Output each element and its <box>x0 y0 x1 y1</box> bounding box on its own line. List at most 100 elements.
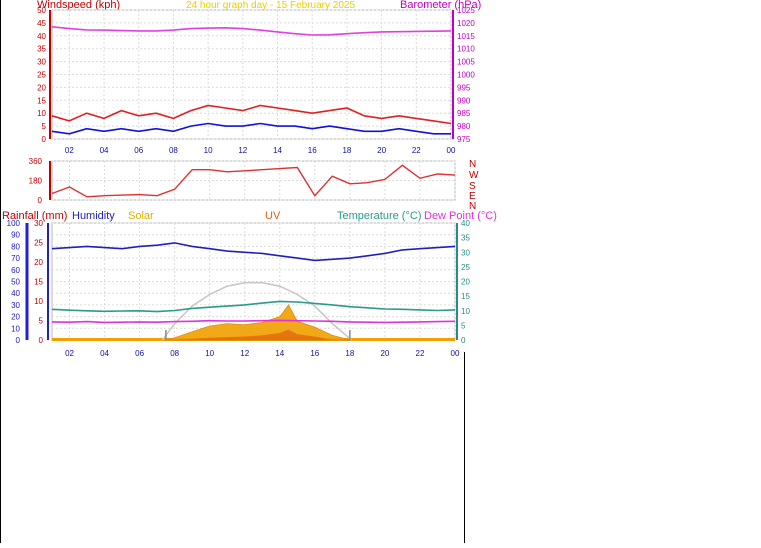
series-line-wind-average <box>51 122 451 135</box>
rain-temp-x-tick-label: 08 <box>170 349 179 358</box>
barometer-tick-label: 1005 <box>457 58 475 67</box>
barometer-tick-label: 1015 <box>457 32 475 41</box>
rain-temp-x-tick-label: 16 <box>310 349 319 358</box>
temperature-tick-label: 15 <box>461 292 470 301</box>
wind-baro-x-tick-label: 06 <box>134 146 143 155</box>
windspeed-tick-label: 15 <box>37 96 46 105</box>
temperature-tick-label: 0 <box>461 336 466 345</box>
humidity-tick-label: 70 <box>11 254 20 263</box>
rainfall-tick-label: 10 <box>34 297 43 306</box>
barometer-tick-label: 1025 <box>457 6 475 15</box>
solar-axis-title: Solar <box>128 210 154 222</box>
humidity-tick-label: 0 <box>16 336 21 345</box>
compass-label-w: W <box>469 170 479 181</box>
barometer-tick-label: 975 <box>457 135 471 144</box>
temperature-tick-label: 30 <box>461 248 470 257</box>
barometer-tick-label: 985 <box>457 109 471 118</box>
temperature-tick-label: 35 <box>461 234 470 243</box>
wind-baro-panel: 0510152025303540455097598098599099510001… <box>37 6 475 155</box>
graph-title: 24 hour graph day - 15 February 2025 <box>186 0 355 11</box>
rainfall-axis-title: Rainfall (mm) <box>2 210 67 222</box>
series-line-dew-point <box>51 319 456 324</box>
wind-baro-x-tick-label: 14 <box>273 146 282 155</box>
left-border <box>0 0 1 543</box>
wind-baro-x-tick-label: 18 <box>342 146 351 155</box>
wind-direction-tick-label: 360 <box>29 157 43 166</box>
wind-baro-x-tick-label: 10 <box>204 146 213 155</box>
uv-axis-title: UV <box>265 210 281 222</box>
windspeed-tick-label: 40 <box>37 32 46 41</box>
rainfall-tick-label: 15 <box>34 278 43 287</box>
barometer-tick-label: 980 <box>457 122 471 131</box>
windspeed-tick-label: 0 <box>42 135 47 144</box>
windspeed-tick-label: 10 <box>37 109 46 118</box>
wind-direction-panel: 0 180 360 <box>29 157 456 205</box>
series-line-humidity <box>51 242 456 262</box>
series-area-uv <box>174 329 333 340</box>
wind-baro-x-tick-label: 04 <box>100 146 109 155</box>
wind-baro-x-tick-label: 20 <box>377 146 386 155</box>
series-area-solar <box>165 304 351 341</box>
compass-label-e: E <box>469 191 476 202</box>
temperature-tick-label: 10 <box>461 307 470 316</box>
temperature-axis-title: Temperature (°C) <box>337 210 421 222</box>
windspeed-tick-label: 50 <box>37 6 46 15</box>
wind-baro-x-tick-label: 00 <box>447 146 456 155</box>
rain-temp-x-tick-label: 00 <box>451 349 460 358</box>
humidity-tick-label: 80 <box>11 242 20 251</box>
barometer-tick-label: 1000 <box>457 71 475 80</box>
rainfall-tick-label: 5 <box>39 317 44 326</box>
humidity-tick-label: 60 <box>11 266 20 275</box>
rainfall-tick-label: 0 <box>39 336 44 345</box>
compass-label-n-bottom: N <box>469 201 476 212</box>
rainfall-tick-label: 20 <box>34 258 43 267</box>
rain-temp-x-tick-label: 06 <box>135 349 144 358</box>
humidity-tick-label: 40 <box>11 289 20 298</box>
humidity-tick-label: 10 <box>11 324 20 333</box>
barometer-tick-label: 990 <box>457 96 471 105</box>
compass-label-n-top: N <box>469 159 476 170</box>
windspeed-tick-label: 25 <box>37 71 46 80</box>
wind-baro-x-tick-label: 22 <box>412 146 421 155</box>
rainfall-tick-label: 30 <box>34 219 43 228</box>
rain-temp-x-tick-label: 20 <box>380 349 389 358</box>
compass-label-s: S <box>469 181 476 192</box>
humidity-tick-label: 50 <box>11 278 20 287</box>
windspeed-tick-label: 45 <box>37 19 46 28</box>
humidity-tick-label: 30 <box>11 301 20 310</box>
rain-temp-x-tick-label: 18 <box>345 349 354 358</box>
wind-baro-x-tick-label: 02 <box>65 146 74 155</box>
rain-temp-x-tick-label: 02 <box>65 349 74 358</box>
dewpoint-axis-title: Dew Point (°C) <box>424 210 497 222</box>
rain-temp-x-tick-label: 12 <box>240 349 249 358</box>
wind-baro-x-tick-label: 16 <box>308 146 317 155</box>
windspeed-tick-label: 5 <box>42 122 47 131</box>
humidity-tick-label: 20 <box>11 313 20 322</box>
barometer-tick-label: 1020 <box>457 19 475 28</box>
humidity-tick-label: 90 <box>11 231 20 240</box>
humidity-tick-label: 100 <box>7 219 21 228</box>
wind-baro-x-tick-label: 12 <box>238 146 247 155</box>
windspeed-tick-label: 30 <box>37 58 46 67</box>
barometer-tick-label: 1010 <box>457 45 475 54</box>
series-line-barometer-hpa- <box>51 26 452 36</box>
windspeed-tick-label: 20 <box>37 83 46 92</box>
rain-temp-x-tick-label: 14 <box>275 349 284 358</box>
windspeed-tick-label: 35 <box>37 45 46 54</box>
rain-temp-x-tick-label: 10 <box>205 349 214 358</box>
barometer-tick-label: 995 <box>457 83 471 92</box>
wind-direction-tick-label: 180 <box>29 177 43 186</box>
right-border <box>464 352 465 543</box>
series-line-wind-direction <box>51 164 456 198</box>
temperature-tick-label: 5 <box>461 321 466 330</box>
rain-temp-panel: 0102030405060708090100051015202530051015… <box>7 219 471 358</box>
rain-temp-x-tick-label: 22 <box>416 349 425 358</box>
windspeed-axis-title: Windspeed (kph) <box>37 0 120 11</box>
rainfall-tick-label: 25 <box>34 239 43 248</box>
temperature-tick-label: 40 <box>461 219 470 228</box>
barometer-axis-title: Barometer (hPa) <box>400 0 481 11</box>
temperature-tick-label: 20 <box>461 278 470 287</box>
series-line-windspeed-kph- <box>51 104 452 125</box>
